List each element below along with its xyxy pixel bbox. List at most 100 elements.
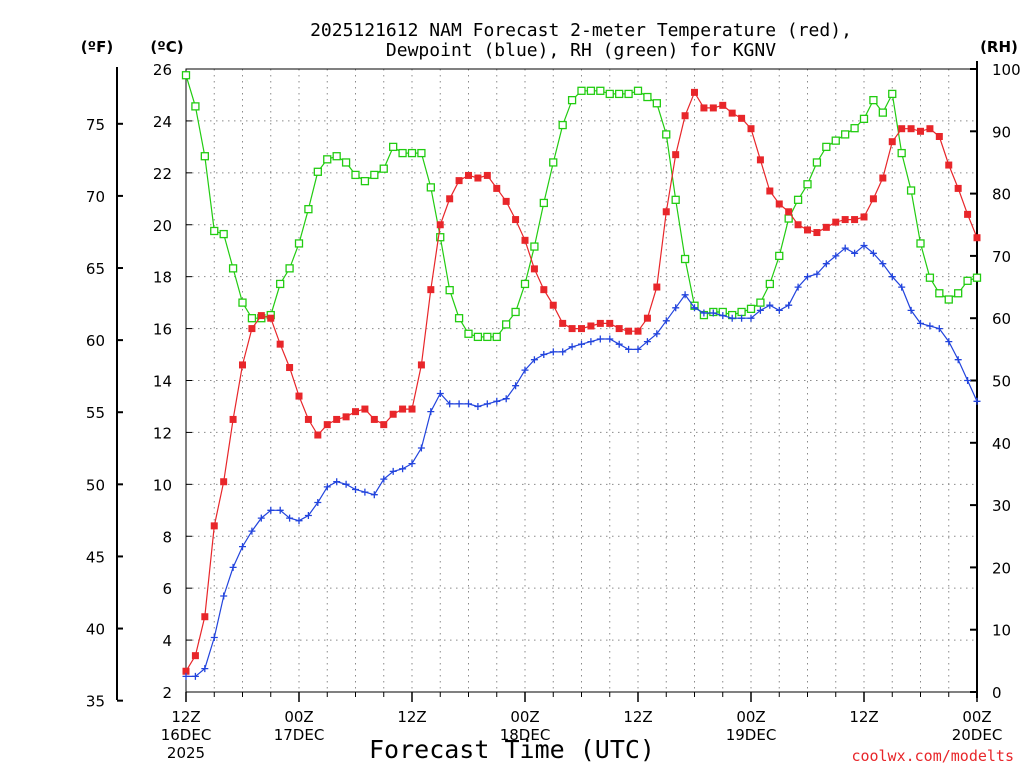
temperature-point [738,114,746,122]
dewpoint-point [333,478,341,486]
temperature-point [389,410,397,418]
temperature-point [455,177,463,185]
rh-point [426,183,435,192]
dewpoint-point [474,403,482,410]
rh-point [351,170,360,180]
dewpoint-point [634,345,642,353]
dewpoint-point [822,260,830,268]
rh-point [417,148,426,158]
rh-point [963,276,972,285]
dewpoint-point [625,345,633,353]
fahrenheit-tick-label: 60 [86,332,105,350]
dewpoint-point [229,563,237,571]
temperature-point [869,195,877,203]
dewpoint-point [408,460,416,468]
temperature-point [446,195,454,203]
temperature-point [512,216,520,224]
temperature-point [502,197,510,205]
dewpoint-point [869,249,877,257]
temperature-point [399,405,407,413]
temperature-series [182,88,981,675]
dewpoint-point [191,672,199,680]
dewpoint-point [342,480,350,488]
rh-point [341,158,351,167]
temperature-point [606,319,614,327]
fahrenheit-tick-label: 65 [86,260,105,278]
dewpoint-point [804,273,811,281]
dewpoint-point [766,301,774,309]
temperature-point [596,319,604,327]
dewpoint-point [691,304,698,312]
temperature-point [954,184,962,192]
rh-point [596,86,605,95]
dewpoint-point [756,306,764,314]
rh-tick-label: 50 [992,373,1011,391]
temperature-point [625,327,633,335]
x-tick-label: 17DEC [274,726,325,744]
x-tick-label: 12Z [171,708,200,726]
temperature-point [408,405,416,413]
dewpoint-point [417,444,425,452]
temperature-point [756,156,764,164]
rh-point [407,148,417,158]
rh-point [756,298,765,307]
rh-point [191,102,200,111]
rh-point [502,320,511,329]
temperature-point [474,174,482,182]
x-tick-label: 12Z [397,708,426,726]
dewpoint-point [888,273,896,281]
rh-unit-label: (RH) [980,38,1018,56]
x-axis-title: Forecast Time (UTC) [369,735,655,764]
dewpoint-point [389,467,397,475]
temperature-point [493,184,501,192]
temperature-point [832,218,840,226]
dewpoint-point [248,527,256,535]
rh-point [219,229,228,239]
temperature-point [578,325,585,333]
dewpoint-point [502,395,510,403]
temperature-point [813,229,821,237]
dewpoint-point [738,314,746,322]
rh-point [464,329,473,338]
celsius-tick-label: 12 [153,424,172,442]
rh-point [492,332,501,342]
temperature-point [530,265,538,273]
rh-tick-label: 80 [992,186,1011,204]
rh-point [238,298,247,307]
fahrenheit-tick-label: 50 [86,476,105,494]
rh-point [294,239,304,248]
temperature-point [201,613,209,621]
rh-point [972,273,982,282]
rh-point [831,136,840,145]
dewpoint-point [578,340,585,348]
temperature-point [295,392,303,400]
dewpoint-point [286,514,294,522]
dewpoint-point [210,634,218,641]
dewpoint-point [276,506,284,514]
dewpoint-point [973,397,981,405]
rh-point [379,164,388,173]
dewpoint-point [794,283,802,291]
temperature-point [352,408,359,416]
rh-point [671,195,680,204]
x-tick-label: 2025 [167,744,205,762]
rh-point [803,180,812,189]
rh-point [454,314,464,323]
rh-point [549,158,558,167]
dewpoint-point [323,483,331,491]
rh-tick-label: 20 [992,559,1011,577]
dewpoint-point [672,304,680,312]
temperature-point [945,161,953,169]
dewpoint-point [662,317,670,325]
celsius-unit-label: (ºC) [150,38,183,56]
dewpoint-point [945,338,953,346]
dewpoint-point [182,672,190,680]
celsius-tick-label: 10 [153,476,172,494]
dewpoint-point [587,338,595,346]
temperature-point [417,361,425,369]
dewpoint-point [568,343,576,351]
rh-tick-label: 70 [992,248,1011,266]
x-tick-label: 00Z [736,708,765,726]
temperature-point [672,151,680,159]
